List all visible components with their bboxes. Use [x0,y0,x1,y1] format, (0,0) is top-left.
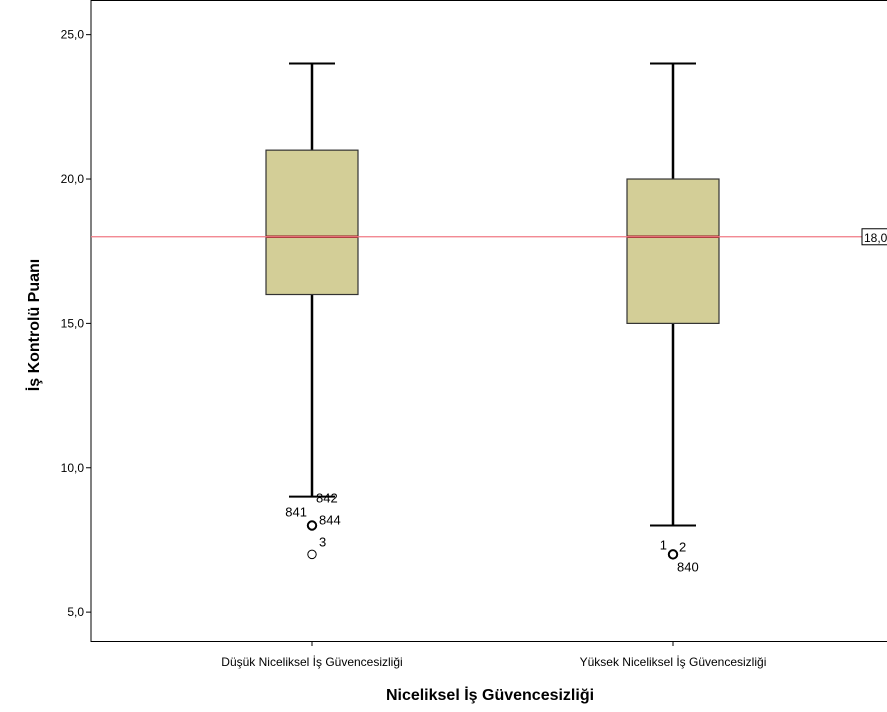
outlier-point [306,520,318,531]
reference-label: 18,0 [864,231,887,245]
outlier-label: 844 [319,513,341,528]
outlier-label: 1 [660,537,667,552]
outlier-label: 842 [316,491,338,506]
x-category-label: Düşük Niceliksel İş Güvencesizliği [221,655,402,669]
box-series: 842 841 844 3 1 2 840 [265,62,720,574]
x-axis: Düşük Niceliksel İş Güvencesizliği Yüksek… [221,641,766,669]
box-1 [265,62,359,560]
outlier-label: 3 [319,534,326,549]
outlier-point [307,549,317,560]
y-tick-label: 5,0 [67,605,84,619]
x-axis-title: Niceliksel İş Güvencesizliği [386,686,594,704]
box-iqr [626,178,720,324]
x-category-label: Yüksek Niceliksel İş Güvencesizliği [580,655,767,669]
y-axis-title: İş Kontrolü Puanı [25,259,43,391]
reference-line-group: 18,0 [91,228,887,246]
outlier-label: 840 [677,559,699,574]
box-2 [626,62,720,560]
outlier-label: 841 [285,505,307,520]
plot-area [90,0,887,642]
outlier-label: 2 [679,539,686,554]
y-tick-label: 10,0 [61,461,85,475]
y-tick-label: 20,0 [61,172,85,186]
outlier-point [667,549,679,560]
y-tick-label: 15,0 [61,316,85,330]
reference-label-box [861,228,887,246]
box-iqr [265,149,359,296]
y-axis: 5,0 10,0 15,0 20,0 25,0 [61,28,91,619]
y-tick-label: 25,0 [61,28,85,42]
